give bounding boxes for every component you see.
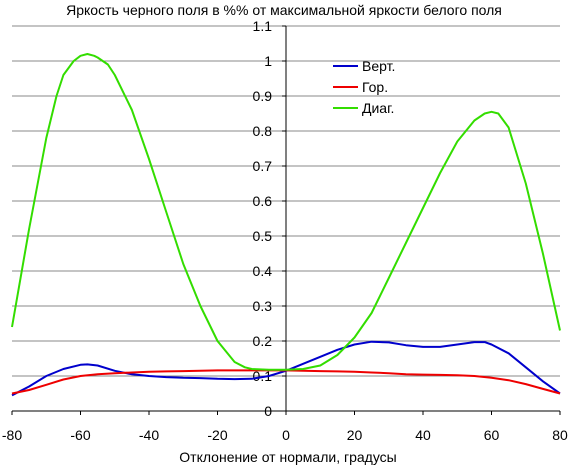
x-tick-label: 80 (552, 427, 568, 443)
legend-label: Верт. (362, 58, 395, 74)
y-tick-label: 0.4 (253, 263, 273, 279)
y-tick-label: 0.2 (253, 333, 273, 349)
legend-label: Гор. (362, 79, 388, 95)
x-tick-label: -60 (70, 427, 90, 443)
y-tick-label: 1 (264, 53, 272, 69)
y-tick-label: 0 (264, 403, 272, 419)
x-axis-label: Отклонение от нормали, градусы (179, 449, 396, 465)
tick-labels: 0 0.1 0.2 0.3 0.4 0.5 0.6 0.7 0.8 0.9 1 1.1 -80 -60 -4… (2, 18, 568, 443)
x-tick-label: 0 (282, 427, 290, 443)
y-tick-label: 0.6 (253, 193, 273, 209)
y-tick-label: 0.9 (253, 88, 273, 104)
x-tick-label: 40 (415, 427, 431, 443)
x-tick-label: 60 (484, 427, 500, 443)
x-tick-label: -80 (2, 427, 22, 443)
legend-label: Диаг. (362, 100, 394, 116)
y-tick-label: 0.7 (253, 158, 273, 174)
chart-title: Яркость черного поля в %% от максимально… (66, 2, 502, 18)
y-tick-label: 0.3 (253, 298, 273, 314)
y-tick-label: 1.1 (253, 18, 273, 34)
x-tick-label: -20 (207, 427, 227, 443)
x-tick-label: -40 (139, 427, 159, 443)
y-tick-label: 0.1 (253, 368, 273, 384)
y-tick-label: 0.8 (253, 123, 273, 139)
y-tick-label: 0.5 (253, 228, 273, 244)
series-line (11, 53, 561, 371)
series-lines (11, 53, 561, 397)
axes (11, 25, 561, 415)
legend: Верт. Гор. Диаг. (333, 58, 395, 116)
x-tick-label: 20 (347, 427, 363, 443)
